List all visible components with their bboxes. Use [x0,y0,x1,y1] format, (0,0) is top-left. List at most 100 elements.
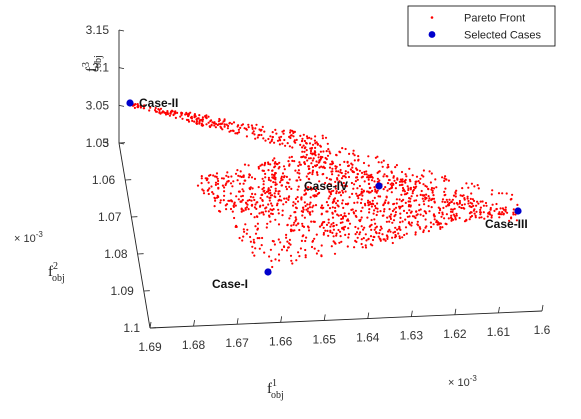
pareto-point [363,226,366,229]
pareto-point [240,210,243,213]
pareto-point [479,213,482,216]
pareto-point [348,196,351,199]
pareto-point [170,109,174,112]
pareto-point [300,197,303,200]
pareto-point [340,240,343,243]
pareto-point [269,196,272,199]
pareto-point [302,208,305,211]
pareto-point [455,201,458,205]
pareto-point [320,213,323,216]
pareto-point [338,163,342,166]
pareto-point [267,162,270,166]
pareto-point [385,195,388,198]
pareto-point [324,156,327,160]
pareto-point [294,202,297,205]
pareto-point [240,208,243,211]
pareto-point [221,122,224,125]
pareto-point [304,156,307,159]
pareto-point [386,189,389,192]
pareto-point [430,206,433,209]
pareto-point [490,216,493,219]
pareto-point [441,198,445,201]
f1-tick-label: 1.68 [182,338,206,352]
pareto-point [262,169,265,172]
pareto-point [371,199,374,202]
pareto-point [429,181,432,184]
pareto-point [367,204,370,207]
pareto-point [372,203,375,206]
pareto-point [252,196,255,199]
pareto-point [395,202,398,205]
pareto-point [438,211,441,214]
pareto-point [214,181,218,184]
pareto-point [359,231,362,234]
pareto-point [470,182,473,185]
pareto-point [470,192,473,195]
pareto-point [173,111,176,114]
pareto-point [360,198,363,201]
pareto-point [510,216,513,219]
pareto-point [401,178,404,181]
pareto-point [258,205,262,208]
pareto-point [270,202,273,205]
pareto-point [225,182,228,185]
pareto-point [341,221,344,224]
pareto-point [308,136,311,139]
pareto-point [328,166,332,169]
pareto-point [469,197,472,200]
pareto-point [476,184,479,187]
pareto-point [383,210,386,213]
pareto-point [347,175,351,179]
pareto-point [233,216,236,220]
pareto-point [402,188,405,191]
pareto-point [317,249,320,252]
pareto-point [358,169,361,172]
pareto-point [239,200,242,203]
pareto-point [196,184,200,187]
pareto-point [444,187,447,190]
pareto-point [408,203,411,207]
pareto-point [285,201,288,204]
pareto-point [335,202,338,205]
pareto-point [485,204,488,207]
pareto-point [364,233,367,236]
pareto-point [266,222,269,225]
pareto-point [501,207,504,210]
pareto-point [335,192,338,195]
pareto-point [348,222,352,225]
pareto-point [445,213,448,216]
pareto-point [315,194,318,198]
pareto-point [324,136,328,139]
pareto-point [374,188,377,191]
pareto-point [326,154,330,157]
pareto-point [223,194,226,197]
pareto-point [299,143,302,146]
pareto-point [388,178,391,182]
pareto-point [289,254,293,257]
pareto-point [200,177,203,180]
pareto-point [247,164,250,167]
pareto-point [277,223,281,226]
pareto-point [217,186,220,189]
pareto-point [431,191,434,194]
pareto-point [308,171,311,174]
pareto-point [341,191,345,194]
pareto-point [249,195,252,198]
pareto-point [285,249,289,252]
pareto-point [301,206,305,209]
pareto-point [254,203,257,206]
pareto-point [309,201,312,204]
pareto-point [367,238,370,241]
pareto-point [201,116,204,119]
pareto-point [416,223,419,226]
pareto-point [468,218,471,221]
pareto-point [354,180,357,183]
pareto-point [314,204,318,207]
pareto-point [168,114,171,117]
pareto-point [341,147,344,150]
pareto-point [317,156,320,159]
pareto-point [164,113,168,116]
pareto-point [322,231,325,235]
pareto-point [273,141,276,144]
pareto-point [213,197,217,200]
